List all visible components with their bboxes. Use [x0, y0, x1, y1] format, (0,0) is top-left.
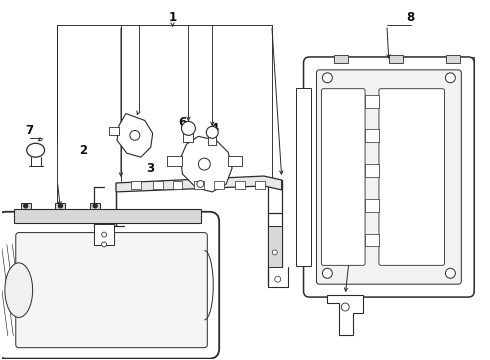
Polygon shape — [327, 295, 363, 335]
Circle shape — [181, 121, 196, 135]
Bar — [55, 203, 65, 209]
FancyBboxPatch shape — [16, 233, 207, 348]
Bar — [255, 181, 265, 189]
FancyBboxPatch shape — [303, 57, 474, 297]
Ellipse shape — [26, 143, 45, 157]
Bar — [334, 55, 348, 63]
Bar — [109, 127, 119, 135]
Bar — [172, 181, 182, 189]
FancyBboxPatch shape — [317, 70, 461, 284]
Text: 2: 2 — [79, 144, 87, 157]
Circle shape — [101, 232, 107, 237]
FancyBboxPatch shape — [0, 212, 219, 359]
Circle shape — [130, 130, 140, 140]
Bar — [153, 181, 163, 189]
Bar — [94, 224, 114, 246]
Bar — [131, 181, 141, 189]
Bar — [446, 55, 460, 63]
Polygon shape — [318, 57, 474, 285]
Text: 4: 4 — [210, 122, 219, 135]
Circle shape — [322, 268, 332, 278]
Bar — [183, 132, 194, 142]
Circle shape — [272, 250, 277, 255]
Bar — [214, 181, 224, 189]
Circle shape — [101, 242, 107, 247]
Text: 8: 8 — [407, 11, 415, 24]
Circle shape — [93, 204, 97, 208]
Bar — [195, 181, 204, 189]
Circle shape — [445, 268, 455, 278]
Text: 7: 7 — [25, 124, 34, 137]
Circle shape — [275, 276, 281, 282]
Bar — [365, 199, 379, 212]
Circle shape — [445, 73, 455, 83]
FancyBboxPatch shape — [321, 89, 365, 265]
Bar — [365, 95, 379, 108]
Bar — [90, 203, 100, 209]
Bar — [235, 181, 245, 189]
Polygon shape — [180, 136, 232, 192]
Bar — [365, 234, 379, 247]
Circle shape — [197, 180, 204, 188]
Bar — [295, 88, 312, 266]
Polygon shape — [117, 113, 153, 157]
Ellipse shape — [5, 263, 33, 318]
Circle shape — [198, 158, 210, 170]
Circle shape — [58, 204, 62, 208]
Bar — [21, 203, 31, 209]
Circle shape — [341, 303, 349, 311]
Bar — [365, 129, 379, 142]
Text: 1: 1 — [169, 11, 176, 24]
Bar — [268, 226, 282, 267]
Bar — [208, 136, 216, 145]
Polygon shape — [116, 176, 282, 192]
FancyBboxPatch shape — [379, 89, 444, 265]
Text: 6: 6 — [178, 116, 187, 129]
Bar — [389, 55, 403, 63]
Text: 5: 5 — [125, 116, 133, 129]
Circle shape — [322, 73, 332, 83]
Text: 9: 9 — [347, 253, 355, 266]
Bar — [14, 209, 201, 223]
Bar — [228, 156, 242, 166]
Circle shape — [24, 204, 28, 208]
Text: 3: 3 — [147, 162, 155, 175]
Bar — [167, 156, 182, 166]
Bar — [365, 164, 379, 177]
Circle shape — [206, 126, 218, 138]
